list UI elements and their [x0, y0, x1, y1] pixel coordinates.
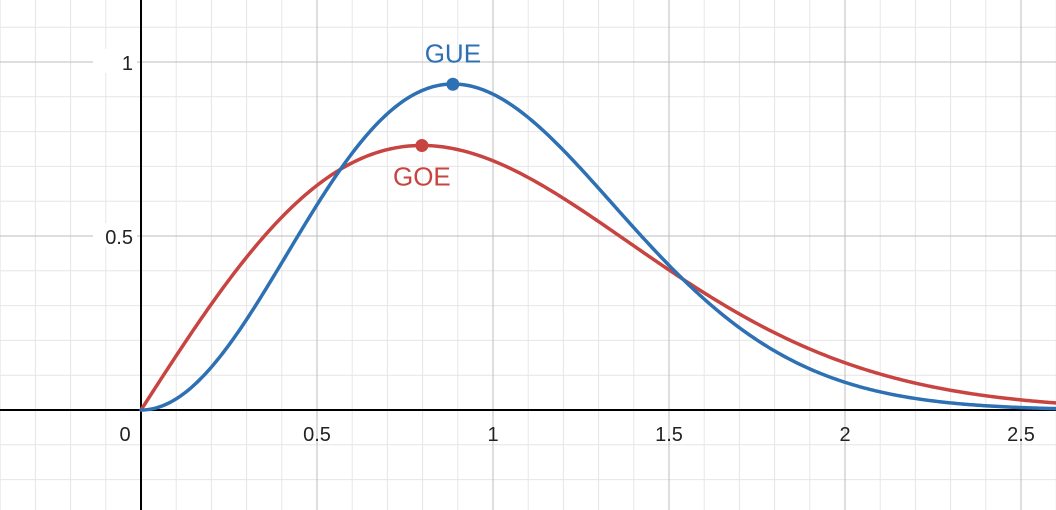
x-tick-label: 0: [119, 424, 130, 446]
x-tick-label: 0.5: [303, 424, 331, 446]
series-label-gue: GUE: [425, 38, 481, 68]
peak-point-gue[interactable]: [446, 77, 460, 91]
series-markers: GOE GUE: [393, 38, 481, 191]
x-tick-label: 1: [487, 424, 498, 446]
y-tick-label-background: [93, 49, 137, 73]
x-tick-label: 2: [839, 424, 850, 446]
y-tick-label: 1: [122, 53, 133, 75]
y-tick-label-background: [93, 223, 137, 247]
series-label-goe: GOE: [393, 162, 451, 192]
x-tick-label: 1.5: [655, 424, 683, 446]
y-tick-label: 0.5: [105, 227, 133, 249]
x-tick-label: 2.5: [1007, 424, 1035, 446]
series-line-gue: [139, 82, 1056, 412]
tick-labels: 0 0.5 1 1.5 2 2.5 0.5 1: [93, 49, 1035, 446]
series-curves: [139, 82, 1056, 412]
series-line-goe: [139, 143, 1056, 412]
peak-point-goe[interactable]: [415, 139, 429, 153]
